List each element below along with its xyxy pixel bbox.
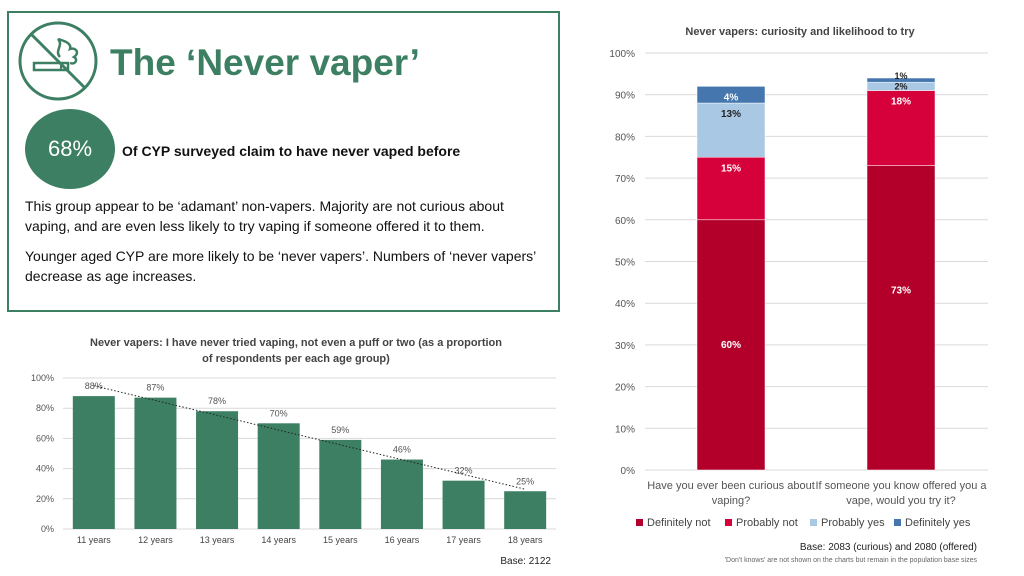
x-tick-label: 17 years — [446, 535, 481, 545]
legend-swatch — [810, 518, 817, 526]
y-tick-label: 50% — [615, 258, 635, 269]
stat-circle — [25, 109, 115, 189]
y-tick-label: 60% — [615, 216, 635, 227]
legend-swatch — [636, 518, 643, 526]
base-note: Base: 2122 — [500, 556, 551, 567]
y-tick-label: 30% — [615, 341, 635, 352]
legend-label: Probably yes — [821, 517, 885, 529]
legend-definitely-yes: Definitely yes — [894, 517, 970, 529]
data-label: 60% — [721, 340, 741, 351]
x-tick-label: 15 years — [323, 535, 358, 545]
stacked-bar-segment — [866, 165, 936, 471]
y-tick-label: 0% — [41, 524, 54, 534]
y-tick-label: 100% — [609, 49, 635, 60]
data-label: 13% — [721, 109, 741, 120]
data-label: 25% — [516, 476, 534, 486]
legend-probably-yes: Probably yes — [810, 517, 885, 529]
y-tick-label: 100% — [31, 373, 54, 383]
stacked-bar-segment — [696, 219, 766, 471]
legend-definitely-not: Definitely not — [636, 517, 711, 529]
y-tick-label: 20% — [36, 494, 54, 504]
paragraph-age: Younger aged CYP are more likely to be ‘… — [25, 248, 536, 284]
legend-label: Definitely not — [647, 517, 711, 529]
page-title: The ‘Never vaper’ — [110, 42, 420, 83]
stacked-bar-segment — [696, 157, 766, 221]
x-tick-label: 16 years — [385, 535, 420, 545]
data-label: 59% — [331, 425, 349, 435]
legend-label: Probably not — [736, 517, 798, 529]
data-label: 73% — [891, 286, 911, 297]
y-tick-label: 60% — [36, 433, 54, 443]
data-label: 87% — [146, 383, 164, 393]
bar — [380, 459, 423, 529]
data-label: 1% — [894, 71, 907, 81]
x-tick-label: vape, would you try it? — [846, 495, 955, 507]
no-vaping-icon — [18, 21, 98, 101]
stat-label: Of CYP surveyed claim to have never vape… — [122, 143, 461, 159]
stat-value: 68% — [47, 136, 93, 161]
data-label: 78% — [208, 396, 226, 406]
x-tick-label: vaping? — [712, 495, 751, 507]
x-tick-label: 13 years — [200, 535, 235, 545]
bar — [442, 480, 485, 529]
trendline — [93, 385, 526, 490]
y-tick-label: 20% — [615, 383, 635, 394]
x-tick-label: 12 years — [138, 535, 173, 545]
x-tick-label: Have you ever been curious about — [647, 480, 815, 492]
data-label: 70% — [270, 408, 288, 418]
stacked-bar-segment — [696, 102, 766, 158]
y-tick-label: 80% — [615, 132, 635, 143]
bar — [72, 396, 115, 529]
stacked-bar-segment — [866, 77, 936, 83]
y-tick-label: 90% — [615, 91, 635, 102]
summary-panel — [7, 11, 560, 312]
bar — [319, 439, 362, 529]
bar — [134, 397, 177, 529]
x-tick-label: 18 years — [508, 535, 543, 545]
x-tick-label: 11 years — [77, 535, 111, 545]
data-label: 2% — [894, 81, 907, 91]
bar — [196, 411, 239, 529]
base-note: Base: 2083 (curious) and 2080 (offered) — [800, 542, 977, 553]
chart-title: Never vapers: I have never tried vaping,… — [90, 337, 502, 349]
legend-label: Definitely yes — [905, 517, 971, 529]
y-tick-label: 10% — [615, 424, 635, 435]
data-label: 18% — [891, 97, 911, 108]
y-tick-label: 70% — [615, 174, 635, 185]
stacked-bar-segment — [696, 86, 766, 104]
stacked-bar-segment — [866, 90, 936, 166]
x-tick-label: If someone you know offered you a — [815, 480, 987, 492]
data-label: 46% — [393, 445, 411, 455]
y-tick-label: 0% — [621, 466, 636, 477]
y-tick-label: 40% — [36, 464, 54, 474]
legend-probably-not: Probably not — [725, 517, 798, 529]
chart-title: of respondents per each age group) — [202, 353, 390, 365]
paragraph-adamant: This group appear to be ‘adamant’ non-va… — [25, 198, 504, 234]
data-label: 4% — [724, 92, 739, 103]
y-tick-label: 80% — [36, 403, 54, 413]
footnote: 'Don't knows' are not shown on the chart… — [725, 557, 978, 564]
bar — [257, 423, 300, 529]
legend-swatch — [725, 518, 732, 526]
y-tick-label: 40% — [615, 299, 635, 310]
chart-title: Never vapers: curiosity and likelihood t… — [685, 26, 915, 38]
x-tick-label: 14 years — [261, 535, 296, 545]
bar — [504, 491, 547, 529]
data-label: 15% — [721, 163, 741, 174]
data-label: 32% — [455, 466, 473, 476]
legend-swatch — [894, 518, 901, 526]
